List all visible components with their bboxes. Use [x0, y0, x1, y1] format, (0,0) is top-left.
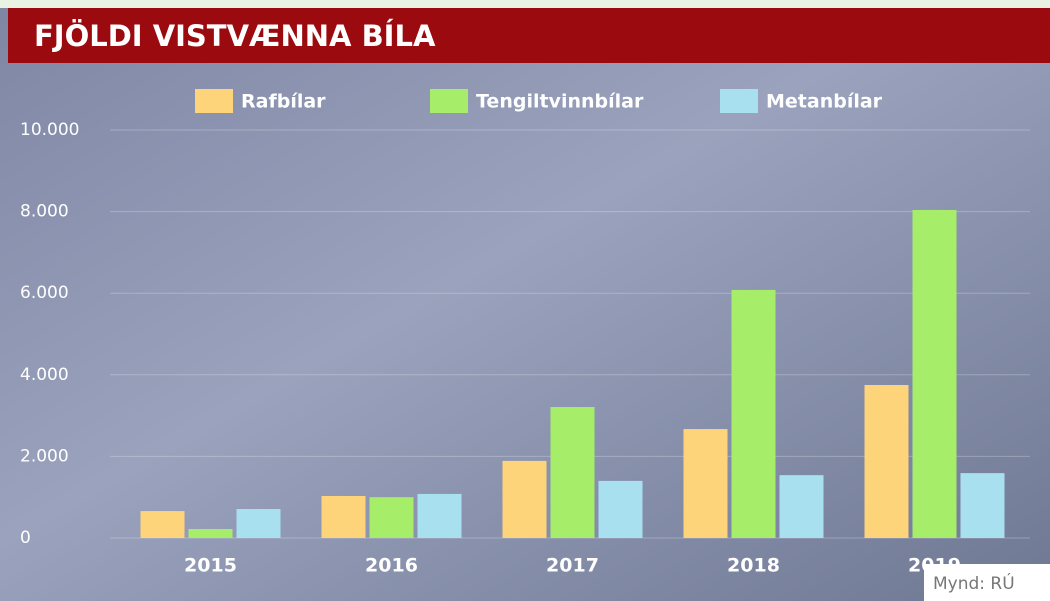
legend-label: Rafbílar [241, 91, 326, 113]
bar [417, 493, 462, 538]
bar [502, 460, 547, 538]
title-bar [8, 8, 1050, 63]
y-tick-label: 0 [20, 528, 31, 548]
bar [550, 407, 595, 538]
credit-box [924, 564, 1050, 601]
bar [912, 209, 957, 538]
y-tick-label: 8.000 [20, 202, 69, 222]
y-tick-label: 4.000 [20, 365, 69, 385]
y-tick-label: 2.000 [20, 446, 69, 466]
bar [188, 529, 233, 538]
legend-label: Metanbílar [766, 91, 883, 113]
bar [864, 385, 909, 538]
bar [321, 495, 366, 538]
y-tick-label: 10.000 [20, 120, 79, 140]
x-tick-label: 2018 [727, 555, 780, 577]
legend-swatch [195, 89, 233, 113]
x-tick-label: 2015 [184, 555, 237, 577]
legend-swatch [720, 89, 758, 113]
credit: Mynd: RÚ [933, 572, 1015, 594]
x-tick-label: 2016 [365, 555, 418, 577]
legend-label: Tengiltvinnbílar [476, 91, 644, 113]
x-tick-label: 2017 [546, 555, 599, 577]
bar [236, 509, 281, 538]
top-strip [0, 0, 1050, 8]
legend-swatch [430, 89, 468, 113]
bar [779, 475, 824, 538]
bar [140, 511, 185, 538]
bar [960, 473, 1005, 538]
bar [369, 497, 414, 538]
bar [683, 429, 728, 538]
y-tick-label: 6.000 [20, 283, 69, 303]
bar [731, 289, 776, 538]
bar [598, 480, 643, 538]
chart-title: FJÖLDI VISTVÆNNA BÍLA [34, 19, 436, 53]
